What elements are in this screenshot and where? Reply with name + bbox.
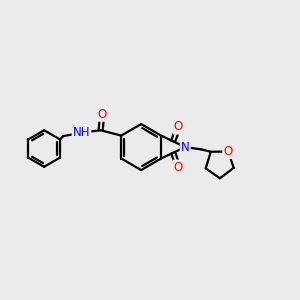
Text: O: O <box>174 120 183 134</box>
Text: N: N <box>181 141 190 154</box>
Text: NH: NH <box>73 126 90 139</box>
Text: O: O <box>224 145 233 158</box>
Text: O: O <box>174 120 183 134</box>
Text: N: N <box>181 141 190 154</box>
Text: NH: NH <box>73 126 90 139</box>
Text: O: O <box>174 161 183 174</box>
Text: O: O <box>174 161 183 174</box>
Text: O: O <box>98 108 107 121</box>
Text: O: O <box>224 145 233 158</box>
Text: O: O <box>98 108 107 121</box>
